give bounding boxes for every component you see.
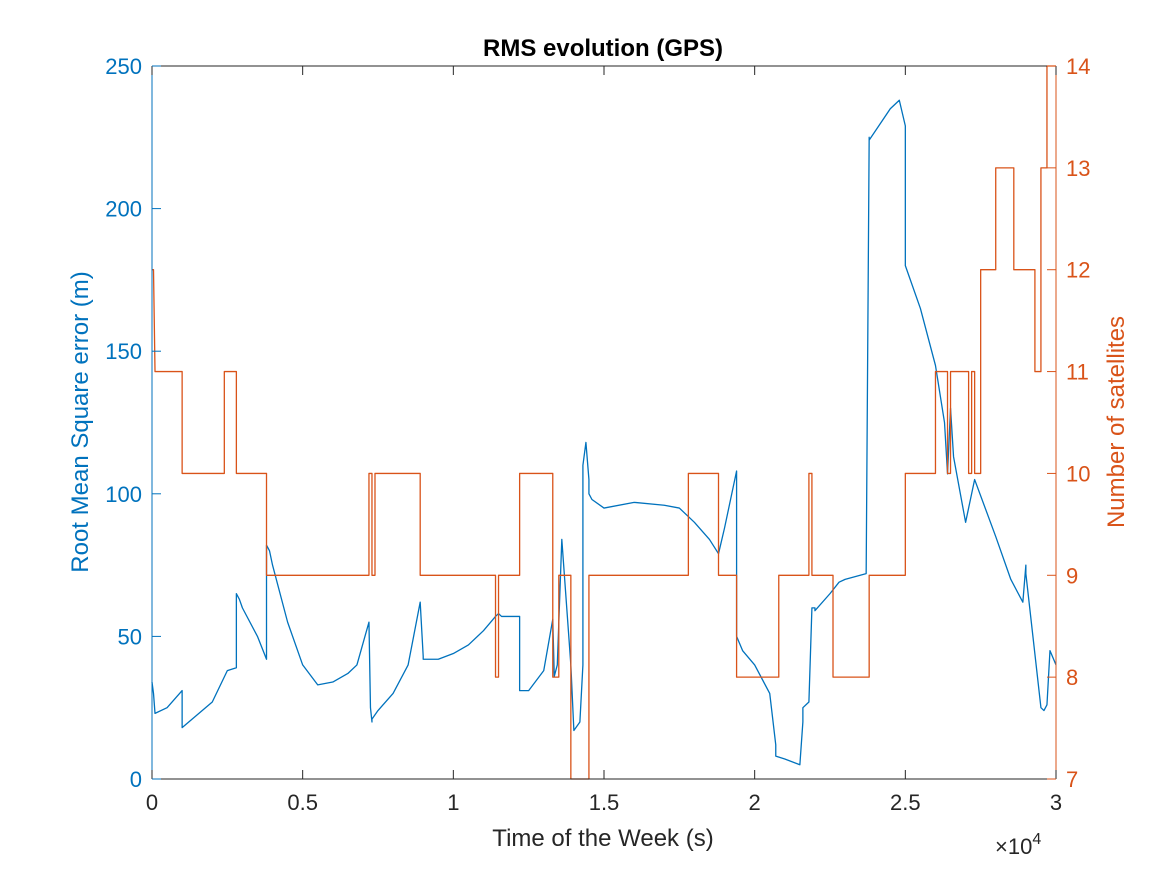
left-tick-label: 50 [118,624,142,649]
rms-error-line [151,99,1057,766]
right-axis-ticks: 7 8 9 10 11 12 13 14 [1047,54,1090,792]
chart-title: RMS evolution (GPS) [483,35,723,62]
left-tick-label: 100 [105,482,142,507]
x-tick-label: 0.5 [287,790,318,815]
right-tick-label: 12 [1066,258,1090,283]
x-axis-exponent-power: 4 [1032,831,1041,848]
left-tick-label: 0 [130,767,142,792]
right-series-layer [152,65,1056,780]
x-tick-label: 3 [1050,790,1062,815]
x-tick-label: 1.5 [589,790,620,815]
left-tick-label: 250 [105,54,142,79]
left-tick-label: 150 [105,339,142,364]
right-tick-label: 8 [1066,665,1078,690]
x-axis-label: Time of the Week (s) [492,825,713,852]
right-tick-label: 11 [1066,360,1089,385]
x-tick-label: 2 [749,790,761,815]
right-tick-label: 9 [1066,563,1078,588]
x-axis-exponent-base: ×10 [995,834,1032,859]
right-tick-label: 10 [1066,461,1090,486]
x-tick-label: 0 [146,790,158,815]
right-tick-label: 13 [1066,156,1090,181]
plot-area [152,66,1056,779]
x-tick-label: 2.5 [890,790,921,815]
right-axis-label: Number of satellites [1103,316,1130,528]
left-series-layer [151,99,1057,766]
left-tick-label: 200 [105,197,142,222]
satellite-count-line [152,65,1056,780]
right-tick-label: 7 [1066,767,1078,792]
x-axis-ticks: 0 0.5 1 1.5 2 2.5 3 [146,66,1062,815]
right-tick-label: 14 [1066,54,1090,79]
left-axis-label: Root Mean Square error (m) [67,271,94,572]
x-axis-exponent: ×104 [995,831,1041,859]
x-tick-label: 1 [447,790,459,815]
left-axis-ticks: 0 50 100 150 200 250 [105,54,161,792]
